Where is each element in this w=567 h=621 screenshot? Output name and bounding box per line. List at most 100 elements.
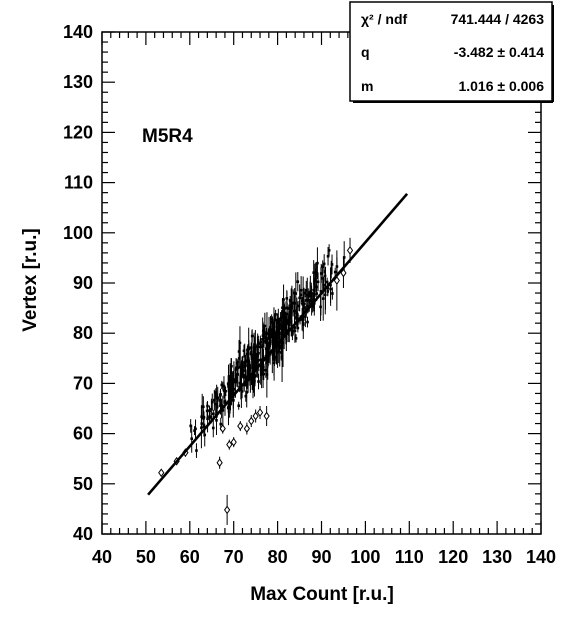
data-point [315,274,318,277]
data-point [223,393,227,397]
data-point [259,358,262,362]
data-point [293,301,296,305]
stats-label-m: m [361,78,373,94]
data-point [206,404,209,408]
data-point [219,422,223,426]
x-tick-label: 70 [224,547,244,567]
data-point [325,280,329,284]
x-tick-label: 110 [395,547,424,567]
data-point [256,354,259,357]
data-point [266,343,269,347]
data-point [254,353,258,357]
data-point [297,304,301,308]
data-point [238,381,242,385]
data-point [243,424,250,433]
data-point [245,391,249,394]
data-point [243,354,247,358]
data-point [247,359,251,363]
data-point [252,411,259,421]
data-point [285,312,289,316]
y-tick-label: 80 [73,323,93,343]
data-point [208,415,211,418]
data-point [259,368,263,372]
data-point [240,390,244,393]
data-point [288,311,291,314]
data-point [282,298,285,301]
data-point [296,313,299,316]
data-point [312,288,316,292]
data-point [257,352,260,355]
data-point [235,376,238,379]
data-point [289,316,293,320]
data-point [293,291,296,295]
data-point [216,396,220,400]
plot-annotation: M5R4 [142,126,193,147]
data-point [260,358,264,362]
data-point [296,326,300,330]
data-point [202,405,205,409]
data-point [326,290,330,293]
data-point [277,331,281,334]
data-point [268,332,272,335]
y-tick-label: 100 [63,223,93,243]
data-point [256,408,264,417]
data-point [263,411,270,421]
data-point [330,263,334,266]
data-point [276,328,279,332]
data-point [232,399,235,402]
x-tick-label: 140 [526,547,556,567]
data-point [299,288,303,292]
data-point [251,387,255,391]
data-point [322,262,326,266]
data-point [253,374,257,377]
data-point [202,425,206,428]
data-point [295,316,298,320]
data-point [281,325,284,328]
data-point [245,359,249,363]
data-point [304,315,307,318]
data-point [303,306,306,310]
data-point [219,424,226,433]
data-point [252,361,256,364]
data-point [272,326,276,330]
data-point [329,283,332,287]
data-point [252,346,256,349]
x-tick-label: 50 [136,547,156,567]
data-point [299,293,303,297]
data-point [202,416,205,420]
data-point [219,393,222,396]
data-point [319,272,323,275]
y-tick-label: 130 [63,72,93,92]
data-point [316,280,320,284]
data-point [314,271,318,274]
data-point [216,458,223,468]
data-point [229,371,233,374]
data-point [200,426,203,430]
data-point [246,363,249,367]
data-point [221,409,225,412]
data-point [240,387,243,390]
data-point [315,292,319,295]
data-point [214,402,217,406]
x-tick-label: 130 [482,547,512,567]
fit-line [147,192,409,496]
data-point [240,361,244,365]
stats-value-m: 1.016 ± 0.006 [458,78,544,94]
data-point [241,368,244,372]
data-point [228,380,231,384]
data-point [269,330,272,333]
data-point [249,352,253,356]
data-point [346,246,354,255]
x-tick-label: 60 [180,547,200,567]
data-point [274,341,278,344]
y-tick-labels: 40 50 60 70 80 90 100 110 120 130 140 [63,22,93,544]
data-point [301,322,305,325]
data-point [282,325,286,329]
data-point [331,292,334,295]
data-point [342,256,346,259]
data-point [290,304,294,307]
data-point [237,404,241,408]
data-point [227,384,231,387]
data-point [254,347,257,351]
data-point [237,421,244,431]
